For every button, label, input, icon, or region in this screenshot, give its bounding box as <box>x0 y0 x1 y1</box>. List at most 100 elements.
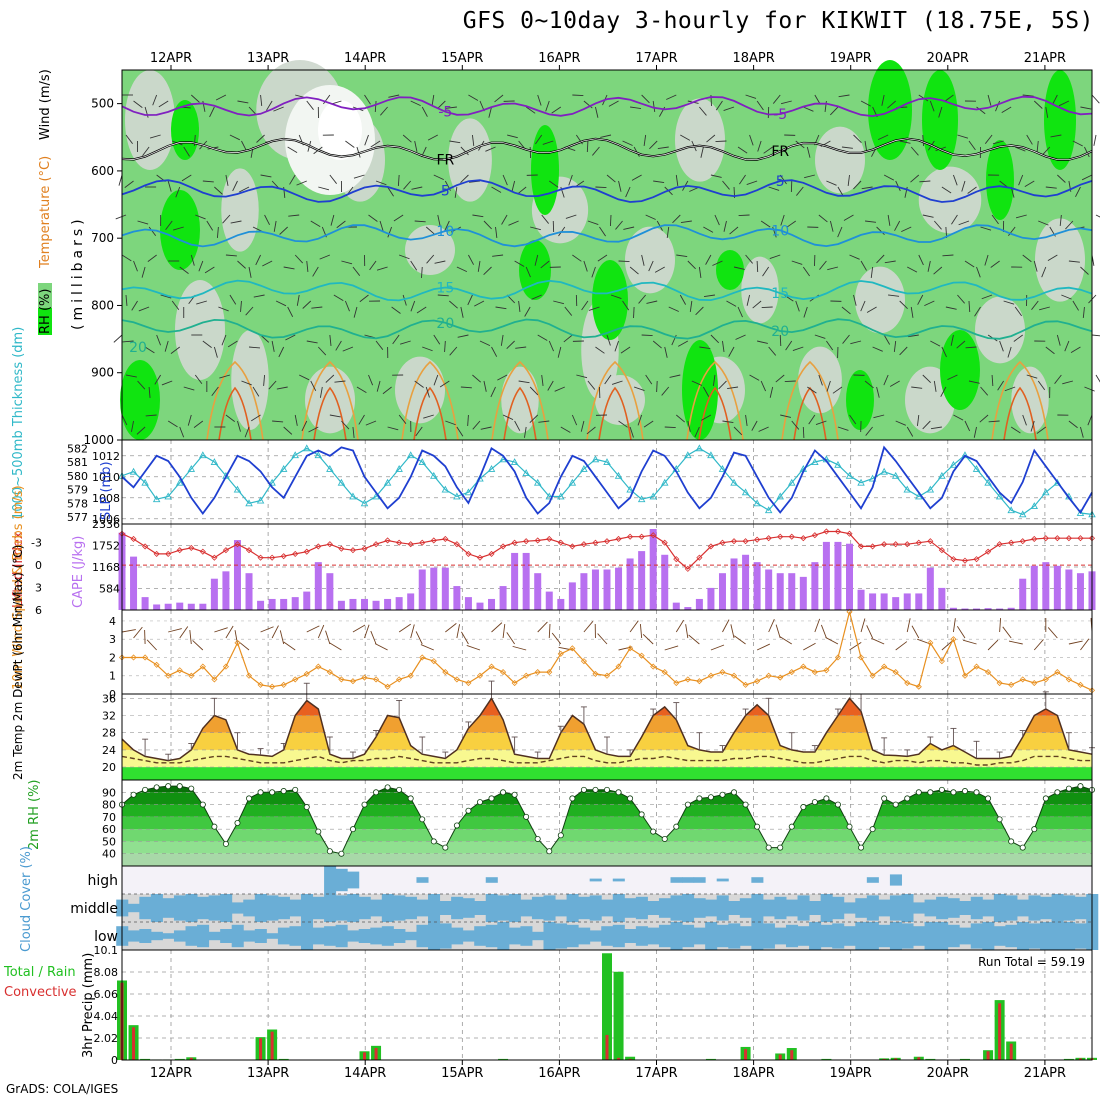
wind-barb <box>382 386 392 395</box>
wind-barb <box>422 346 433 352</box>
rh-point <box>523 813 530 820</box>
temp-tick-label: 24 <box>102 744 116 757</box>
wind-barb <box>611 380 623 385</box>
cloud-cell <box>485 894 498 922</box>
wind-barb <box>792 346 804 352</box>
wind-barb <box>599 226 606 237</box>
thickness-point <box>580 464 588 472</box>
wind-barb <box>881 94 885 106</box>
wind-barb <box>122 340 134 343</box>
cloud-cell <box>658 898 672 918</box>
wind-barb <box>492 254 504 257</box>
cloud-cell <box>451 896 464 920</box>
thickness-point <box>510 458 519 465</box>
wind-barb <box>387 226 393 238</box>
li-point <box>1008 539 1015 546</box>
wind-barb <box>433 174 444 181</box>
wind-barb <box>1033 639 1044 651</box>
wind-barb <box>761 306 773 309</box>
wind-barb <box>353 306 358 318</box>
cloud-cell <box>936 922 949 950</box>
top-date-label: 18APR <box>732 51 774 66</box>
wind-barb <box>991 214 999 225</box>
li-point <box>592 539 599 546</box>
wind-barb <box>825 637 839 645</box>
rh-dry-patch <box>221 168 259 252</box>
li-point <box>950 556 957 563</box>
cloud-level-label: high <box>87 873 118 889</box>
wind-barb <box>829 220 834 232</box>
wind-barb <box>666 226 670 238</box>
wind-speed-point <box>857 654 865 661</box>
rh-dry-patch <box>855 266 905 334</box>
rh-point <box>465 807 472 814</box>
precip-legend-convective: Convective <box>4 985 77 1000</box>
wind-barb <box>1087 414 1093 426</box>
wind-barb <box>306 625 320 633</box>
cloud-high-background <box>122 866 1092 894</box>
isotherm-label: FR <box>771 144 789 160</box>
wind-barb <box>397 174 400 187</box>
wind-barb <box>866 306 877 313</box>
wind-speed-point <box>245 672 253 679</box>
li-point <box>234 541 241 548</box>
wind-barb <box>437 100 446 109</box>
wind-barb <box>1075 186 1081 198</box>
cloud-cell <box>624 898 637 918</box>
cape-bar <box>245 573 253 610</box>
thickness-point <box>764 506 773 514</box>
wind-barb <box>666 94 677 100</box>
wind-barb <box>722 180 730 190</box>
wind-barb <box>125 294 128 306</box>
wind-barb <box>370 630 377 645</box>
wind-speed-point <box>442 669 449 676</box>
cloud-cell <box>1040 896 1053 920</box>
wind-barb <box>564 306 573 316</box>
precip-convective-bar <box>617 1057 621 1060</box>
wind-barb <box>942 254 954 257</box>
li-tick-label: 6 <box>35 604 42 617</box>
rh-dry-patch <box>501 366 539 434</box>
rh-point <box>996 816 1003 823</box>
cloud-cell <box>277 896 290 920</box>
wind-speed-point <box>696 678 703 685</box>
wind-barb <box>214 186 223 195</box>
cloud-cell <box>289 926 302 946</box>
cloud-cell <box>462 930 475 942</box>
precip-convective-bar <box>270 1031 274 1060</box>
li-point <box>372 541 380 548</box>
wind-barb <box>244 426 250 438</box>
wind-speed-point <box>996 679 1003 687</box>
wind-barb <box>215 94 227 101</box>
wind-barb <box>563 334 573 343</box>
top-date-label: 13APR <box>247 51 289 66</box>
rh-point <box>222 840 229 847</box>
wind-barb <box>893 340 897 352</box>
wind-barb <box>229 134 241 141</box>
cape-bar <box>349 598 357 610</box>
wind-barb <box>944 94 954 102</box>
wind-barb <box>733 266 745 270</box>
wind-barb <box>341 260 353 265</box>
li-point <box>500 543 507 550</box>
wind-barb <box>870 266 874 278</box>
li-point <box>754 536 761 543</box>
isotherm-label: 5 <box>776 174 785 190</box>
li-point <box>904 541 911 548</box>
wind-speed-point <box>580 658 587 665</box>
wind-speed-point <box>834 654 842 661</box>
rh-tick-label: 40 <box>102 848 116 861</box>
wind-barb <box>645 374 653 385</box>
thickness-point <box>811 458 819 465</box>
temp-band <box>122 694 1092 698</box>
rh-tick-label: 70 <box>102 811 116 824</box>
wind-barb <box>672 214 681 224</box>
thickness-point <box>164 492 172 500</box>
wind-barb <box>964 260 975 268</box>
wind-barb <box>248 266 252 278</box>
wind-barb <box>369 260 377 271</box>
wind-barb <box>518 300 521 312</box>
wind-speed-point <box>719 669 726 676</box>
wind-speed-point <box>1054 669 1061 676</box>
wind-barb <box>323 94 331 105</box>
